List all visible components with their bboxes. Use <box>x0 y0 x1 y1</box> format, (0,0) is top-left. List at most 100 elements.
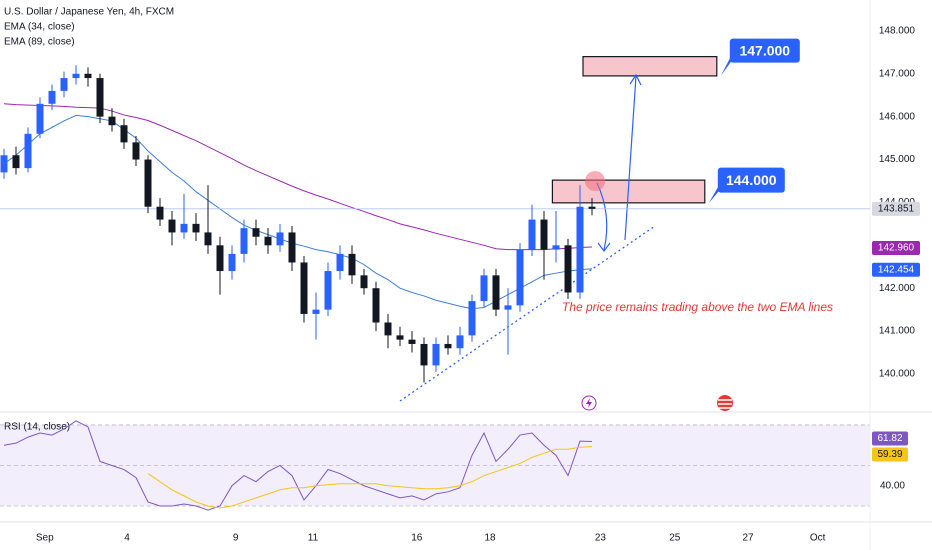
candle-body <box>444 343 452 349</box>
candle-body <box>504 305 512 310</box>
candle-body <box>60 78 68 91</box>
highlight-circle <box>585 171 605 191</box>
x-tick-label: 4 <box>124 533 130 544</box>
candle-body <box>84 73 92 79</box>
rsi-tick-label: 40.00 <box>880 480 905 491</box>
candle-body <box>0 155 8 173</box>
candle-body <box>360 275 368 289</box>
arrow-head <box>629 73 642 86</box>
candle-body <box>564 245 572 293</box>
candle-body <box>96 78 104 117</box>
candle-body <box>36 103 44 134</box>
y-tick-label: 140.000 <box>879 369 916 380</box>
x-tick-label: 9 <box>233 533 239 544</box>
candle-body <box>288 232 296 263</box>
y-tick-label: 147.000 <box>879 68 916 79</box>
candle-body <box>264 236 272 246</box>
candle-body <box>192 223 200 233</box>
candle-body <box>456 335 464 349</box>
x-tick-label: 23 <box>595 533 607 544</box>
price-tag-label: 142.960 <box>878 243 915 254</box>
rsi-tag-label: 61.82 <box>877 433 902 444</box>
candle-body <box>552 245 560 250</box>
candle-body <box>120 125 128 143</box>
candle-body <box>372 288 380 323</box>
x-tick-label: 27 <box>742 533 754 544</box>
candle-body <box>324 271 332 310</box>
rsi-tag-label: 59.39 <box>877 449 902 460</box>
event-icon <box>586 398 592 408</box>
candle-body <box>240 228 248 254</box>
y-tick-label: 146.000 <box>879 111 916 122</box>
candle-body <box>168 219 176 233</box>
callout-pointer <box>720 54 732 76</box>
candle-body <box>132 142 140 160</box>
annotation-note: The price remains trading above the two … <box>562 300 833 314</box>
candle-body <box>516 249 524 306</box>
x-tick-label: Oct <box>810 533 826 544</box>
candle-body <box>216 245 224 272</box>
price-tag-label: 142.454 <box>878 264 915 275</box>
candle-body <box>312 309 320 314</box>
event-flag <box>717 395 733 411</box>
trendline <box>399 225 656 402</box>
candle-body <box>72 73 80 79</box>
y-tick-label: 142.000 <box>879 283 916 294</box>
arrow-head <box>597 242 611 252</box>
rsi-ma-line <box>147 445 593 509</box>
event-flag <box>718 399 732 409</box>
rsi-tag <box>872 431 908 446</box>
candle-body <box>396 335 404 340</box>
rsi-title: RSI (14, close) <box>4 422 70 433</box>
arrow <box>624 75 637 241</box>
candle-body <box>540 219 548 250</box>
candle-body <box>528 219 536 250</box>
y-tick-label: 141.000 <box>879 326 916 337</box>
x-tick-label: 11 <box>308 533 319 544</box>
candle-body <box>252 228 260 237</box>
candle-body <box>420 343 428 366</box>
y-tick-label: 148.000 <box>879 26 916 37</box>
x-tick-label: 18 <box>484 533 496 544</box>
candle-body <box>300 262 308 314</box>
candle-body <box>408 339 416 344</box>
candle-body <box>588 206 596 209</box>
legend-entry: EMA (89, close) <box>4 37 75 48</box>
candle-body <box>180 223 188 233</box>
candle-body <box>468 301 476 336</box>
candle-body <box>48 90 56 104</box>
candle-body <box>492 275 500 310</box>
price-tag-label: 143.851 <box>878 203 915 214</box>
candle-body <box>348 253 356 276</box>
candle-body <box>276 232 284 246</box>
price-tag <box>872 262 920 277</box>
legend-entry: EMA (34, close) <box>4 22 75 33</box>
candle-body <box>480 275 488 302</box>
chart-title: U.S. Dollar / Japanese Yen, 4h, FXCM <box>4 7 174 18</box>
candle-body <box>336 253 344 272</box>
x-tick-label: 16 <box>411 533 423 544</box>
price-tag <box>872 201 920 216</box>
target-label: 147.000 <box>739 42 790 58</box>
candle-body <box>144 159 152 207</box>
rsi-tag <box>872 447 908 462</box>
candle-body <box>384 322 392 336</box>
price-tag <box>872 241 920 256</box>
candle-body <box>24 133 32 169</box>
candle-body <box>12 155 20 169</box>
target-zone <box>582 56 718 77</box>
candle-body <box>156 206 164 220</box>
target-label-box <box>729 38 800 63</box>
x-tick-label: Sep <box>36 533 54 544</box>
callout-pointer <box>708 184 720 203</box>
candle-body <box>576 206 584 293</box>
candle-body <box>204 232 212 246</box>
x-tick-label: 25 <box>669 533 681 544</box>
y-tick-label: 145.000 <box>879 154 916 165</box>
candle-body <box>432 343 440 366</box>
target-label: 144.000 <box>726 172 777 188</box>
over-layer: 148.000147.000146.000145.000144.000143.0… <box>0 26 920 544</box>
candle-body <box>228 253 236 272</box>
candle-body <box>108 116 116 126</box>
